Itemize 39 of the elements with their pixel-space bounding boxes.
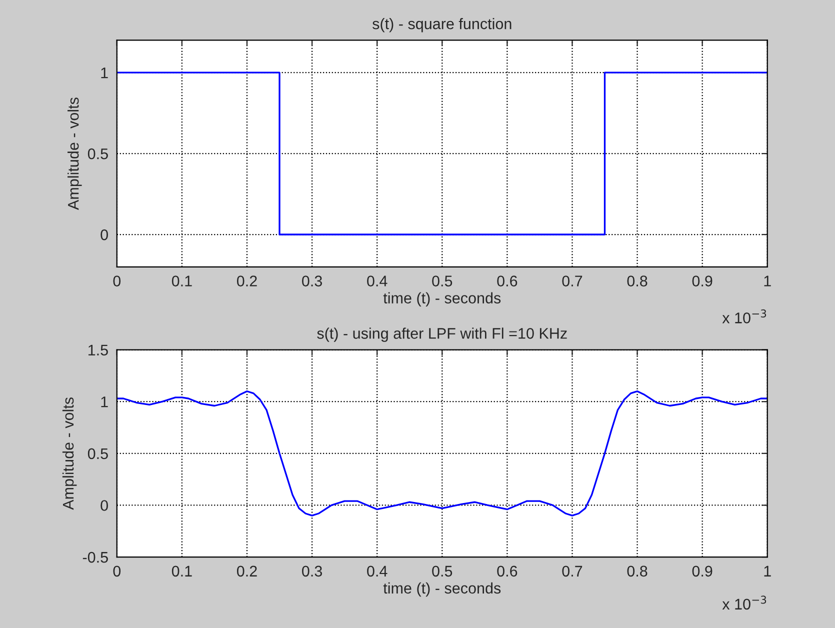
- y-tick-label: 0: [100, 229, 108, 240]
- y-tick-label: -0.5: [82, 552, 108, 563]
- x-tick-label: 1: [764, 276, 771, 286]
- y-tick-label: 1.5: [88, 344, 108, 356]
- x-tick-label: 0.3: [302, 276, 322, 286]
- x-tick-label: 0.7: [562, 566, 582, 577]
- line-series: [116, 390, 768, 516]
- text: x 10$^{−3}$: [722, 596, 766, 610]
- x-tick-label: 1: [764, 566, 771, 576]
- x-tick-label: 0.5: [432, 276, 452, 286]
- x-tick-label: 0.2: [236, 566, 257, 577]
- y-tick-label: 0.5: [88, 448, 108, 460]
- x-tick-label: 0.5: [432, 566, 452, 577]
- chart-title: s(t) - square function: [372, 18, 512, 32]
- x-axis-title: time (t) - seconds: [383, 582, 501, 597]
- x-tick-label: 0.1: [172, 566, 192, 577]
- y-tick-label: 1: [101, 396, 108, 408]
- x-tick-label: 0.8: [627, 566, 648, 577]
- x-tick-label: 0.1: [172, 276, 192, 286]
- x-tick-label: 0.3: [302, 566, 322, 577]
- x-axis-title: time (t) - seconds: [383, 292, 501, 306]
- x-tick-label: 0.9: [692, 276, 712, 286]
- text: x 10$^{−3}$: [722, 309, 766, 324]
- x-tick-label: 0.4: [367, 276, 388, 286]
- x-tick-label: 0.8: [627, 276, 648, 286]
- x-tick-label: 0.6: [497, 276, 518, 286]
- x-tick-label: 0: [113, 276, 121, 286]
- x-tick-label: 0.4: [367, 566, 388, 577]
- y-axis-title: Amplitude - volts: [68, 98, 82, 210]
- chart-title: s(t) - using after LPF with Fl =10 KHz: [317, 328, 567, 342]
- y-tick-label: 0.5: [88, 148, 108, 160]
- y-tick-label: 1: [101, 68, 108, 78]
- x-tick-label: 0.7: [562, 276, 582, 286]
- y-tick-label: 0: [100, 500, 108, 511]
- x-tick-label: 0.6: [497, 566, 518, 577]
- x-tick-label: 0.2: [236, 276, 257, 286]
- y-axis-title: Amplitude - volts: [62, 398, 77, 510]
- x-tick-label: 0.9: [692, 566, 712, 577]
- x-tick-label: 0: [113, 566, 121, 577]
